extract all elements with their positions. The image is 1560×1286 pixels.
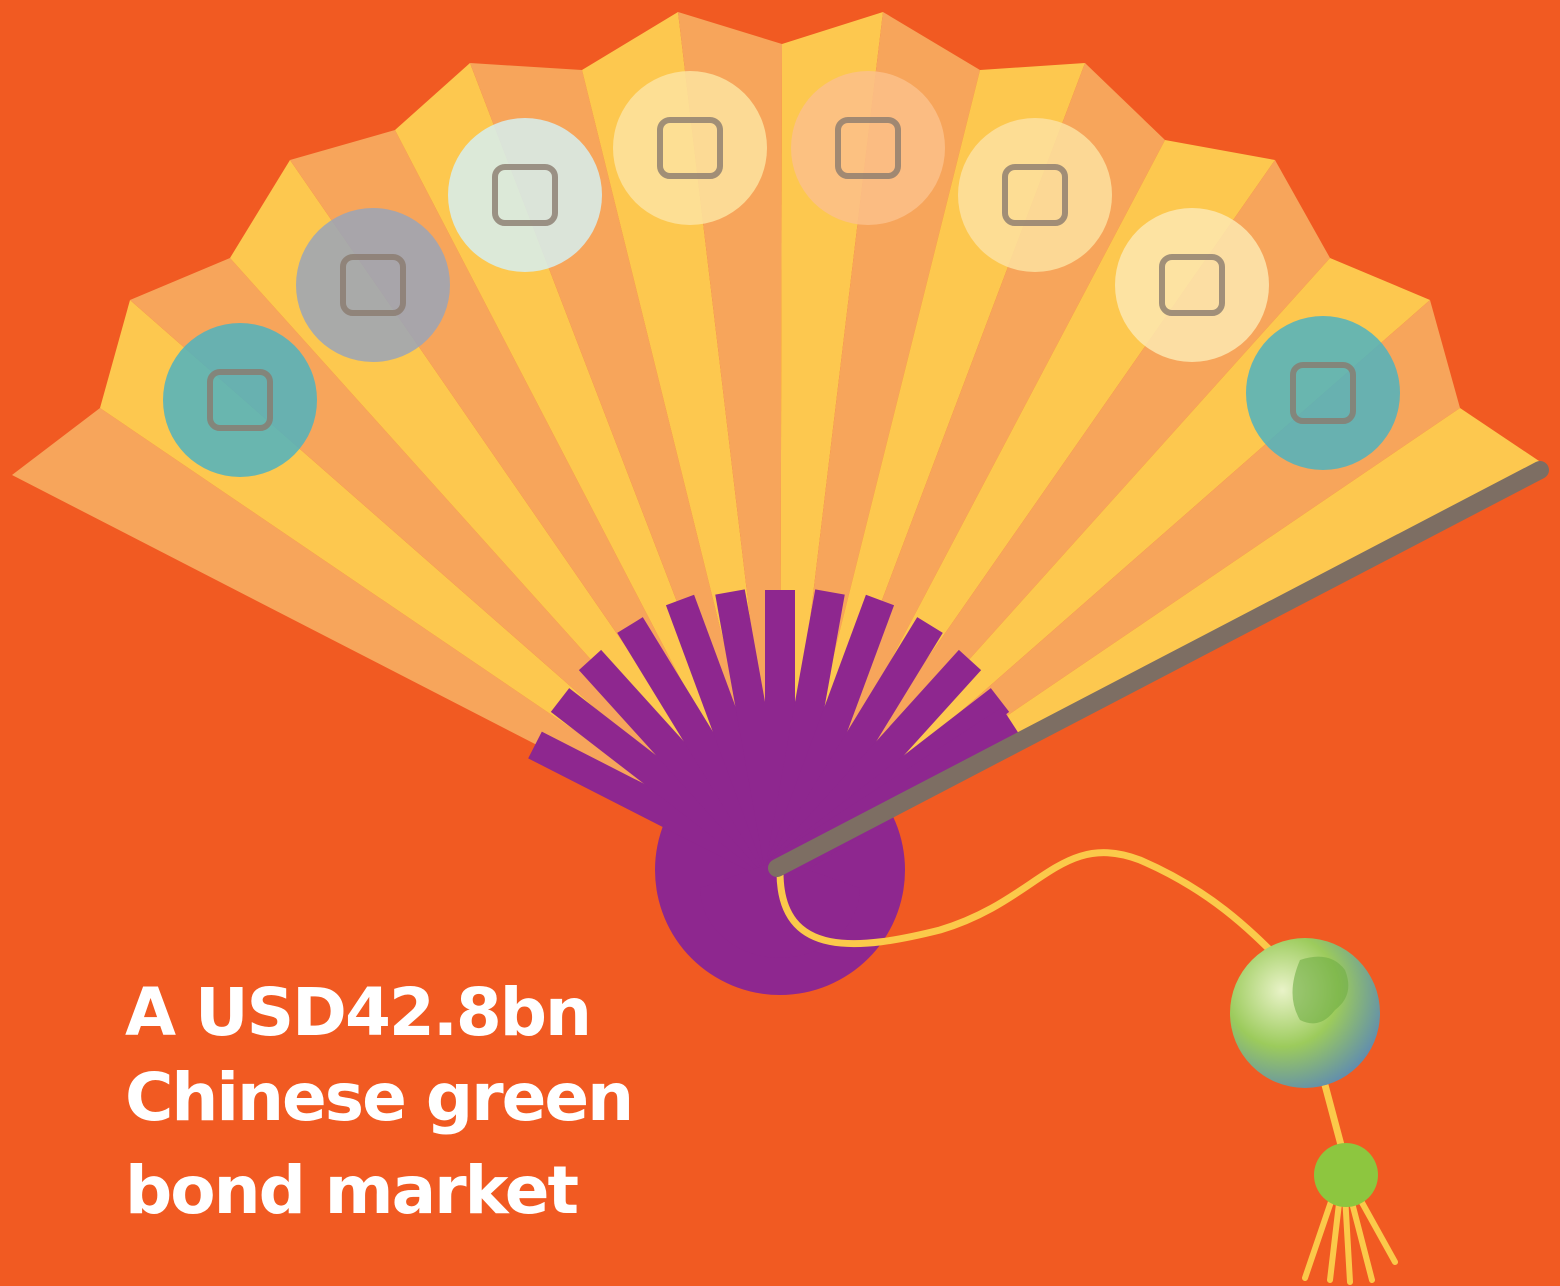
title-line: A USD42.8bn xyxy=(125,974,590,1051)
icon-circle xyxy=(163,323,317,477)
icon-circle xyxy=(791,71,945,225)
icon-circle xyxy=(613,71,767,225)
cover: A USD42.8bn Chinese green bond market xyxy=(0,0,1560,1286)
icon-circle xyxy=(1246,316,1400,470)
icon-circle xyxy=(448,118,602,272)
icon-circle xyxy=(296,208,450,362)
title-line: bond market xyxy=(125,1152,579,1229)
icon-circle xyxy=(1115,208,1269,362)
bead xyxy=(1314,1143,1378,1207)
title-line: Chinese green xyxy=(125,1059,632,1136)
page: A USD42.8bn Chinese green bond market ((… xyxy=(0,0,1560,1286)
icon-circle xyxy=(958,118,1112,272)
